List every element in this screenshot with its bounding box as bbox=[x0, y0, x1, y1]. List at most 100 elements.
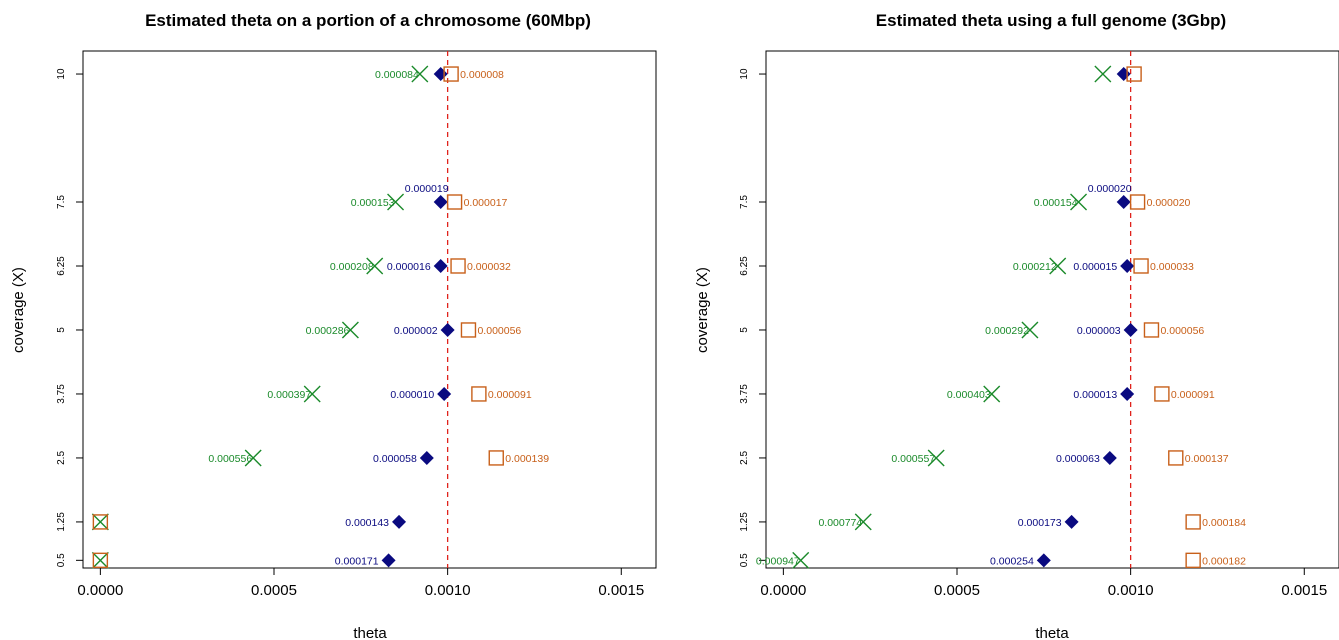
square-marker-point bbox=[443, 66, 459, 82]
x-marker-point bbox=[411, 65, 429, 83]
data-label: 0.000774 bbox=[818, 517, 862, 529]
data-label: 0.000139 bbox=[505, 453, 549, 465]
chart-marks: 0.0000 0.0005 0.0010 0.0015 0.5 1.25 2.5 3.75 5 6… bbox=[56, 51, 644, 599]
data-label: 0.000091 bbox=[1171, 389, 1215, 401]
x-tick-label: 0.0005 bbox=[251, 582, 297, 599]
diamond-marker-point bbox=[1116, 67, 1131, 82]
square-marker-point bbox=[460, 322, 477, 338]
x-marker-point bbox=[303, 385, 321, 403]
data-label: 0.000403 bbox=[947, 389, 991, 401]
data-label: 0.000286 bbox=[306, 325, 350, 337]
diamond-marker-point bbox=[1116, 195, 1131, 210]
data-label: 0.000208 bbox=[330, 261, 374, 273]
y-tick-label: 1.25 bbox=[56, 512, 67, 532]
chart-panel-left: Estimated theta on a portion of a chromo… bbox=[10, 11, 657, 640]
diamond-marker-point bbox=[1064, 514, 1079, 529]
x-marker-point bbox=[366, 257, 384, 275]
diamond-marker-point bbox=[437, 386, 452, 401]
x-marker-point bbox=[1021, 321, 1039, 339]
data-label: 0.000254 bbox=[990, 555, 1034, 567]
y-tick-label: 7.5 bbox=[739, 195, 750, 209]
data-label: 0.000397 bbox=[267, 389, 311, 401]
diamond-marker-point bbox=[1120, 386, 1135, 401]
y-tick-label: 6.25 bbox=[56, 256, 67, 276]
data-label: 0.000143 bbox=[345, 517, 389, 529]
data-label: 0.000056 bbox=[477, 325, 521, 337]
data-label: 0.000058 bbox=[373, 453, 417, 465]
data-label: 0.000033 bbox=[1150, 261, 1194, 273]
plot-frame bbox=[82, 50, 657, 569]
data-label: 0.000556 bbox=[208, 453, 252, 465]
diamond-marker-point bbox=[392, 514, 407, 529]
data-label: 0.000015 bbox=[1073, 261, 1117, 273]
y-tick-label: 3.75 bbox=[739, 384, 750, 404]
data-label: 0.000017 bbox=[464, 197, 508, 209]
data-label: 0.000013 bbox=[1073, 389, 1117, 401]
data-label: 0.000171 bbox=[335, 555, 379, 567]
x-tick-label: 0.0015 bbox=[1281, 582, 1327, 599]
x-marker-point bbox=[983, 385, 1001, 403]
x-marker-point bbox=[927, 449, 945, 467]
data-label: 0.000212 bbox=[1013, 261, 1057, 273]
square-marker-point bbox=[92, 552, 109, 569]
x-marker-point bbox=[792, 551, 810, 569]
data-label: 0.000008 bbox=[460, 69, 504, 81]
square-marker-point bbox=[450, 258, 466, 274]
y-tick-label: 0.5 bbox=[56, 553, 67, 567]
data-label: 0.000032 bbox=[467, 261, 511, 273]
data-label: 0.000091 bbox=[488, 389, 532, 401]
y-axis-label: coverage (X) bbox=[694, 267, 711, 353]
y-tick-label: 5 bbox=[56, 327, 67, 333]
data-label: 0.000947 bbox=[756, 555, 800, 567]
y-tick-label: 1.25 bbox=[739, 512, 750, 532]
square-marker-point bbox=[488, 450, 504, 466]
square-marker-point bbox=[92, 514, 109, 530]
square-marker-point bbox=[1126, 66, 1142, 82]
x-marker-point bbox=[244, 449, 262, 467]
data-label: 0.000137 bbox=[1185, 453, 1229, 465]
data-label: 0.000003 bbox=[1077, 325, 1121, 337]
data-label: 0.000182 bbox=[1202, 555, 1246, 567]
data-label: 0.000084 bbox=[375, 69, 419, 81]
square-marker-point bbox=[1154, 386, 1170, 402]
chart-title: Estimated theta on a portion of a chromo… bbox=[145, 11, 591, 30]
data-label: 0.000063 bbox=[1056, 453, 1100, 465]
x-tick-label: 0.0005 bbox=[934, 582, 980, 599]
diamond-marker-point bbox=[381, 553, 396, 568]
x-tick-label: 0.0000 bbox=[760, 582, 806, 599]
data-label: 0.000056 bbox=[1160, 325, 1204, 337]
chart-panel-right: Estimated theta using a full genome (3Gb… bbox=[694, 11, 1339, 640]
data-label: 0.000173 bbox=[1018, 517, 1062, 529]
y-tick-label: 7.5 bbox=[56, 195, 67, 209]
data-label: 0.000153 bbox=[351, 197, 395, 209]
diamond-marker-point bbox=[1120, 258, 1135, 273]
y-tick-label: 3.75 bbox=[56, 384, 67, 404]
square-marker-point bbox=[1168, 450, 1184, 466]
diamond-marker-point bbox=[433, 195, 448, 210]
x-tick-label: 0.0010 bbox=[1108, 582, 1154, 599]
y-tick-label: 6.25 bbox=[739, 256, 750, 276]
diamond-marker-point bbox=[419, 450, 434, 465]
data-label: 0.000020 bbox=[1088, 183, 1132, 195]
diamond-marker-point bbox=[433, 258, 448, 273]
y-tick-label: 0.5 bbox=[739, 553, 750, 567]
data-label: 0.000154 bbox=[1034, 197, 1078, 209]
data-label: 0.000002 bbox=[394, 325, 438, 337]
square-marker-point bbox=[471, 386, 487, 402]
diamond-marker-point bbox=[433, 67, 448, 82]
chart-marks: 0.0000 0.0005 0.0010 0.0015 0.5 1.25 2.5 3.75 5 6… bbox=[739, 51, 1327, 599]
data-label: 0.000019 bbox=[405, 183, 449, 195]
diamond-marker-point bbox=[440, 322, 455, 337]
data-label: 0.000010 bbox=[390, 389, 434, 401]
square-marker-point bbox=[1185, 552, 1201, 569]
square-marker-point bbox=[1143, 322, 1160, 338]
x-marker-point bbox=[91, 551, 109, 569]
chart-title: Estimated theta using a full genome (3Gb… bbox=[876, 11, 1226, 30]
y-tick-label: 5 bbox=[739, 327, 750, 333]
y-tick-label: 10 bbox=[56, 68, 67, 80]
x-axis-label: theta bbox=[1035, 625, 1069, 640]
plot-frame bbox=[765, 50, 1339, 569]
diamond-marker-point bbox=[1102, 450, 1117, 465]
square-marker-point bbox=[1133, 258, 1149, 274]
